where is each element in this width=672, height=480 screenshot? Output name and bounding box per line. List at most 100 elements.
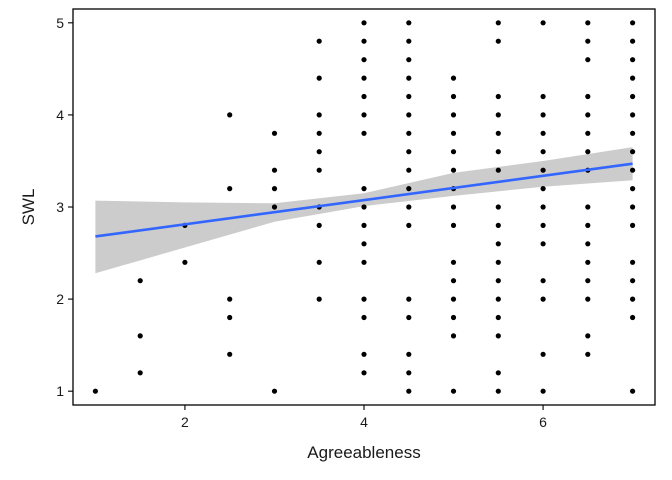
y-tick-label: 2	[56, 291, 64, 307]
data-point	[495, 278, 501, 284]
data-point	[271, 186, 278, 192]
data-point	[585, 204, 591, 210]
data-point	[361, 93, 367, 100]
data-point	[540, 241, 546, 247]
data-point	[406, 351, 412, 357]
data-point	[227, 351, 233, 357]
data-point	[137, 370, 143, 376]
data-point	[540, 296, 546, 302]
data-point	[585, 333, 591, 339]
data-point	[361, 351, 367, 357]
data-point	[630, 388, 636, 394]
data-point	[540, 167, 546, 173]
data-point	[450, 333, 457, 339]
data-point	[227, 314, 233, 321]
data-point	[361, 314, 367, 321]
data-point	[495, 149, 501, 155]
fit-line-layer	[95, 162, 633, 238]
data-point	[630, 112, 636, 118]
data-point	[630, 278, 636, 284]
data-point	[495, 259, 501, 265]
data-point	[361, 112, 367, 118]
y-tick-label: 5	[56, 15, 64, 31]
data-point	[406, 112, 412, 118]
confidence-band	[95, 147, 633, 274]
data-point	[406, 20, 412, 26]
y-tick-label: 1	[56, 383, 64, 399]
x-tick-label: 4	[360, 414, 368, 430]
data-point	[182, 259, 188, 265]
data-point	[585, 112, 591, 118]
x-axis-title: Agreeableness	[307, 443, 420, 462]
regression-line	[95, 162, 633, 238]
data-point	[495, 167, 501, 173]
data-point	[630, 130, 636, 136]
data-point	[406, 167, 412, 173]
points-layer	[92, 20, 636, 394]
y-axis-ticks: 1 2 3 4 5	[56, 15, 73, 399]
data-point	[316, 38, 322, 44]
data-point	[630, 38, 636, 44]
data-point	[406, 370, 412, 376]
data-point	[406, 130, 412, 136]
data-point	[495, 112, 501, 118]
data-point	[406, 186, 412, 192]
data-point	[585, 351, 591, 357]
data-point	[585, 259, 591, 265]
data-point	[92, 388, 98, 394]
data-point	[271, 388, 278, 394]
data-point	[361, 222, 367, 228]
data-point	[630, 75, 636, 81]
data-point	[406, 204, 412, 210]
data-point	[495, 38, 501, 44]
data-point	[316, 296, 322, 302]
data-point	[495, 388, 501, 394]
data-point	[406, 149, 412, 155]
data-point	[406, 93, 412, 100]
data-point	[406, 57, 412, 63]
data-point	[495, 93, 501, 100]
data-point	[361, 186, 367, 192]
x-tick-label: 2	[181, 414, 189, 430]
data-point	[630, 259, 636, 265]
data-point	[540, 20, 546, 26]
data-point	[361, 57, 367, 63]
data-point	[227, 186, 233, 192]
data-point	[361, 259, 367, 265]
x-axis-ticks: 2 4 6	[181, 405, 547, 430]
data-point	[406, 296, 412, 302]
data-point	[316, 75, 322, 81]
data-point	[585, 241, 591, 247]
data-point	[630, 93, 636, 100]
data-point	[585, 296, 591, 302]
data-point	[316, 149, 322, 155]
data-point	[630, 149, 636, 155]
data-point	[450, 278, 457, 284]
data-point	[495, 204, 501, 210]
data-point	[585, 222, 591, 228]
data-point	[361, 370, 367, 376]
data-point	[630, 167, 636, 173]
data-point	[361, 20, 367, 26]
data-point	[271, 130, 278, 136]
data-point	[361, 130, 367, 136]
data-point	[406, 75, 412, 81]
data-point	[495, 222, 501, 228]
data-point	[495, 20, 501, 26]
data-point	[406, 388, 412, 394]
data-point	[361, 75, 367, 81]
data-point	[450, 167, 457, 173]
data-point	[540, 149, 546, 155]
data-point	[450, 388, 457, 394]
data-point	[540, 130, 546, 136]
data-point	[450, 149, 457, 155]
data-point	[406, 38, 412, 44]
data-point	[361, 38, 367, 44]
data-point	[227, 112, 233, 118]
data-point	[495, 130, 501, 136]
data-point	[450, 204, 457, 210]
y-tick-label: 3	[56, 199, 64, 215]
data-point	[316, 222, 322, 228]
